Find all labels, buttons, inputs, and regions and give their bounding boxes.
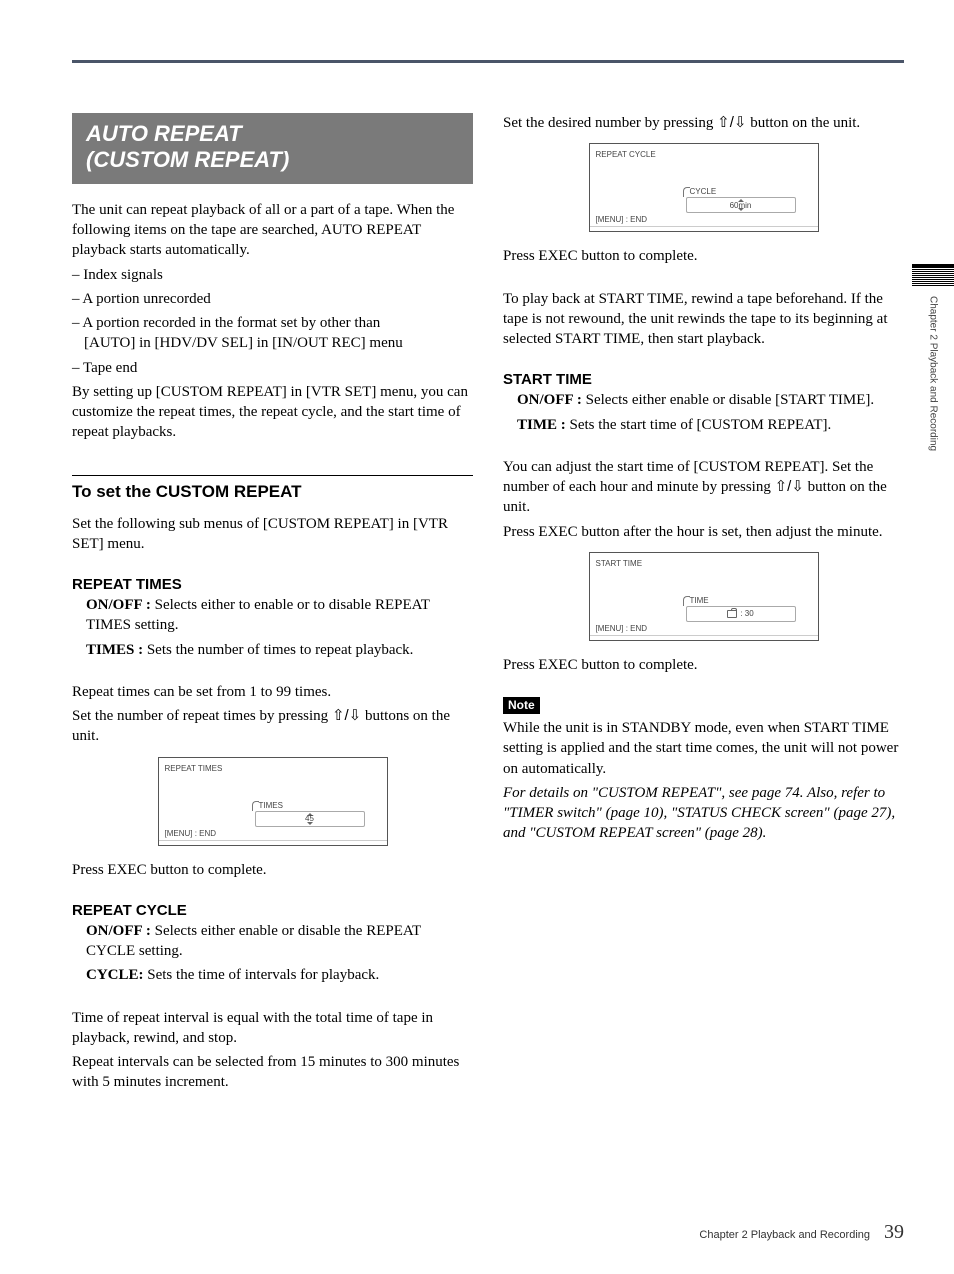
note-tag: Note [503,697,540,714]
side-tab: Chapter 2 Playback and Recording [912,264,954,451]
repeat-times-head: REPEAT TIMES [72,576,473,593]
exec-after-hour: Press EXEC button after the hour is set,… [503,522,904,542]
cycle-text: Sets the time of intervals for playback. [144,967,380,983]
repeat-times-exec: Press EXEC button to complete. [72,860,473,880]
repeat-cycle-p2: Repeat intervals can be selected from 15… [72,1052,473,1093]
repeat-times-onoff: ON/OFF : Selects either to enable or to … [72,595,473,636]
side-tab-lines-icon [912,264,954,286]
intro-paragraph-1: The unit can repeat playback of all or a… [72,200,473,261]
screenshot-field-box: 45 [255,811,365,827]
section-title-box: AUTO REPEAT (CUSTOM REPEAT) [72,113,473,184]
screenshot-title: START TIME [596,559,812,568]
exec2: Press EXEC button to complete. [503,655,904,675]
repeat-cycle-p1: Time of repeat interval is equal with th… [72,1008,473,1049]
exec1: Press EXEC button to complete. [503,246,904,266]
screenshot-value: 60min [730,201,752,210]
footer-chapter: Chapter 2 Playback and Recording [699,1229,870,1241]
bullet-4: – Tape end [72,358,473,378]
section-title-line2: (CUSTOM REPEAT) [86,147,289,172]
clock-icon [727,610,737,618]
repeat-cycle-cycle: CYCLE: Sets the time of intervals for pl… [72,965,473,985]
updown-arrows-icon: ⇧/⇩ [332,707,361,724]
note-italic: For details on "CUSTOM REPEAT", see page… [503,783,904,844]
page-container: AUTO REPEAT (CUSTOM REPEAT) The unit can… [0,0,954,1274]
cycle-label: CYCLE: [86,967,144,983]
screenshot-field-label: TIMES [255,801,381,810]
onoff-label: ON/OFF : [517,392,582,408]
times-label: TIMES : [86,642,143,658]
start-time-onoff: ON/OFF : Selects either enable or disabl… [503,390,904,410]
two-column-layout: AUTO REPEAT (CUSTOM REPEAT) The unit can… [72,113,904,1097]
screenshot-footer: [MENU] : END [596,624,812,633]
screenshot-field-box: : 30 [686,606,796,622]
subhead-rule [72,475,473,476]
start-time-head: START TIME [503,371,904,388]
screenshot-field-box: 60min [686,197,796,213]
subhead-custom-repeat: To set the CUSTOM REPEAT [72,482,473,502]
updown-arrows-icon: ⇧/⇩ [775,478,804,495]
side-tab-label: Chapter 2 Playback and Recording [928,294,939,451]
bullet-1: – Index signals [72,265,473,285]
left-column: AUTO REPEAT (CUSTOM REPEAT) The unit can… [72,113,473,1097]
repeat-times-set: Set the number of repeat times by pressi… [72,706,473,747]
start-time-time: TIME : Sets the start time of [CUSTOM RE… [503,415,904,435]
top-rule [72,60,904,63]
time-label: TIME : [517,417,566,433]
updown-arrows-icon: ⇧/⇩ [717,114,746,131]
screenshot-footer: [MENU] : END [165,829,381,838]
screenshot-footer: [MENU] : END [596,215,812,224]
screenshot-field-label: TIME [686,596,812,605]
repeat-cycle-screenshot: REPEAT CYCLE CYCLE 60min [MENU] : END [589,143,819,232]
playback-start-time: To play back at START TIME, rewind a tap… [503,289,904,350]
times-text: Sets the number of times to repeat playb… [143,642,413,658]
onoff-label: ON/OFF : [86,597,151,613]
screenshot-title: REPEAT CYCLE [596,150,812,159]
set-desired-number: Set the desired number by pressing ⇧/⇩ b… [503,113,904,133]
onoff-text: Selects either enable or disable [START … [582,392,874,408]
page-number: 39 [884,1221,904,1244]
screenshot-title: REPEAT TIMES [165,764,381,773]
submenu-intro: Set the following sub menus of [CUSTOM R… [72,514,473,555]
right-column: Set the desired number by pressing ⇧/⇩ b… [503,113,904,1097]
section-title: AUTO REPEAT (CUSTOM REPEAT) [86,121,459,174]
bullet-3: – A portion recorded in the format set b… [72,313,473,354]
start-time-screenshot: START TIME TIME : 30 [MENU] : END [589,552,819,641]
note-body: While the unit is in STANDBY mode, even … [503,718,904,779]
time-text: Sets the start time of [CUSTOM REPEAT]. [566,417,832,433]
adjust-start-time: You can adjust the start time of [CUSTOM… [503,457,904,518]
repeat-times-times: TIMES : Sets the number of times to repe… [72,640,473,660]
bullet-2: – A portion unrecorded [72,289,473,309]
repeat-times-range: Repeat times can be set from 1 to 99 tim… [72,682,473,702]
screenshot-value: 45 [305,814,314,823]
onoff-label: ON/OFF : [86,923,151,939]
repeat-times-screenshot: REPEAT TIMES TIMES 45 [MENU] : END [158,757,388,846]
screenshot-value: : 30 [727,609,753,618]
intro-paragraph-2: By setting up [CUSTOM REPEAT] in [VTR SE… [72,382,473,443]
screenshot-field-label: CYCLE [686,187,812,196]
section-title-line1: AUTO REPEAT [86,121,242,146]
repeat-cycle-onoff: ON/OFF : Selects either enable or disabl… [72,921,473,962]
page-footer: Chapter 2 Playback and Recording 39 [699,1221,904,1244]
repeat-cycle-head: REPEAT CYCLE [72,902,473,919]
